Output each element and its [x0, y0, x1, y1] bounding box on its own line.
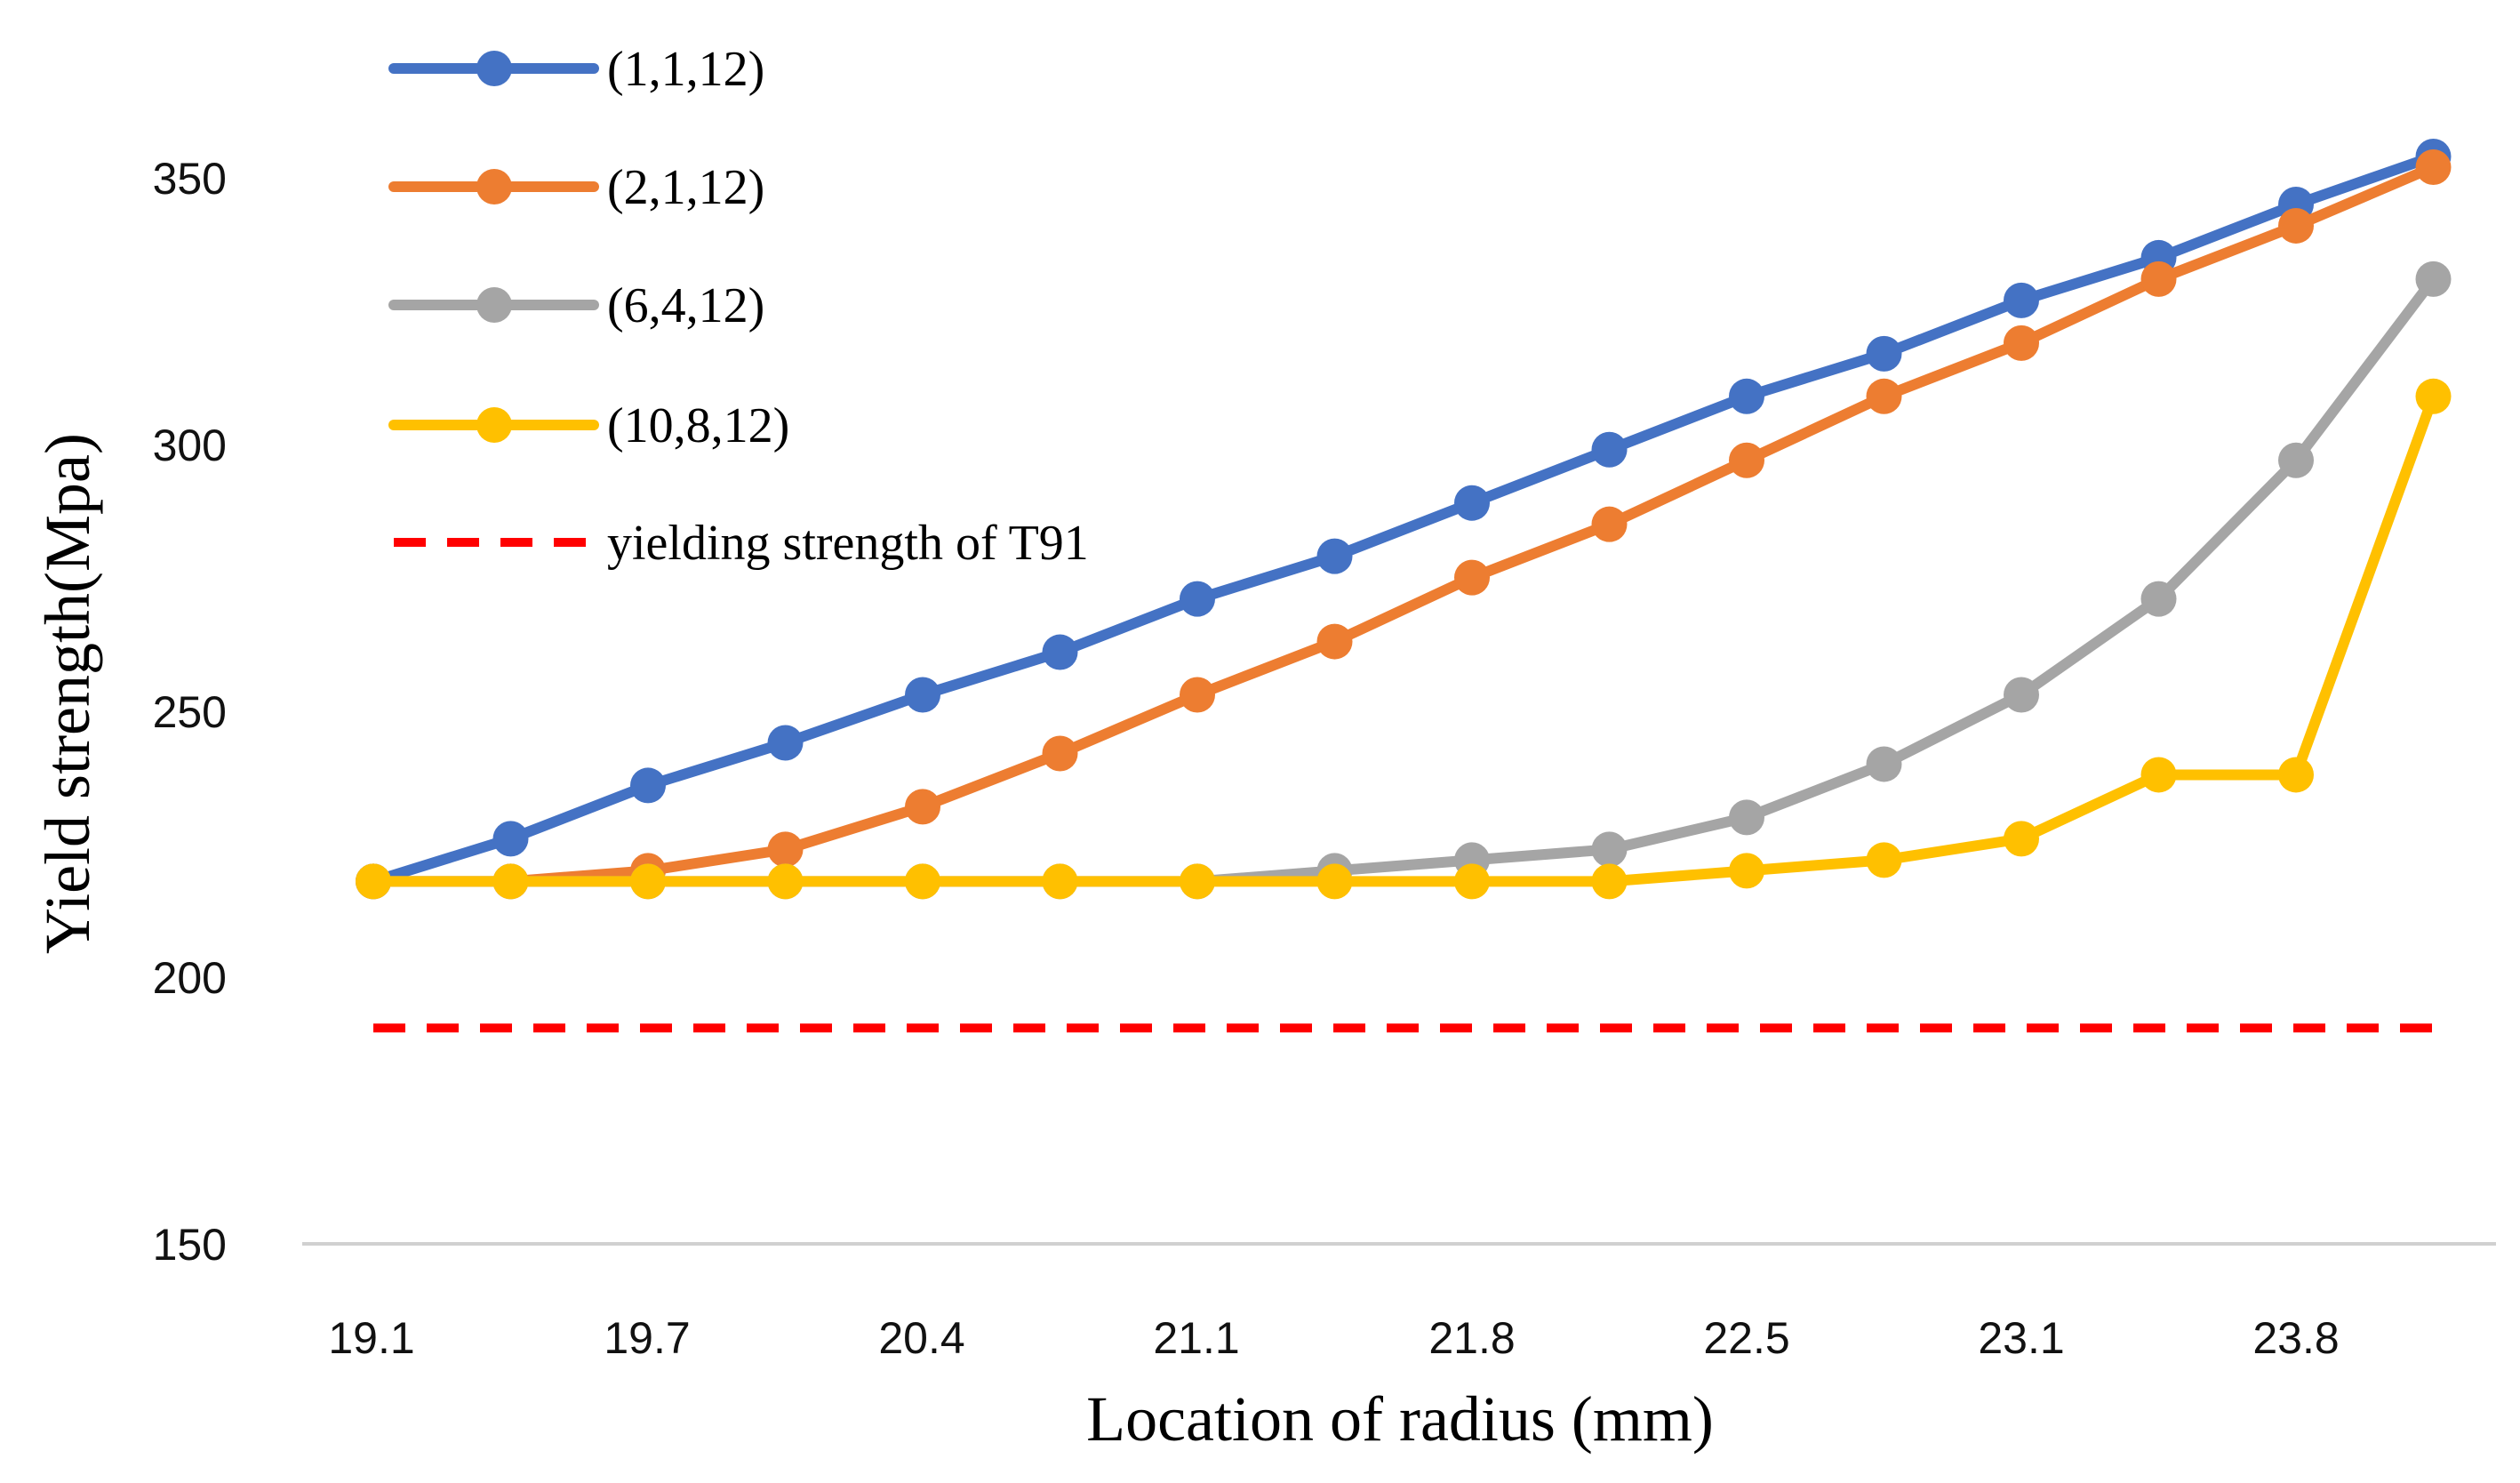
data-point: [1866, 746, 1902, 782]
data-point: [905, 789, 940, 825]
data-point: [2004, 282, 2039, 318]
data-point: [630, 863, 666, 900]
data-point: [1042, 735, 1078, 772]
series-line: [368, 151, 2439, 887]
data-point: [1180, 677, 1215, 713]
data-point: [2278, 442, 2314, 478]
x-tick-label: 19.7: [604, 1313, 690, 1363]
data-point: [2004, 821, 2039, 857]
x-tick-label: 23.8: [2252, 1313, 2339, 1363]
series-line: [368, 162, 2439, 887]
data-point: [2140, 261, 2177, 297]
data-point: [1591, 831, 1628, 868]
data-point: [1180, 581, 1215, 617]
y-axis-tick-labels: 150 200 250 300 350: [153, 154, 227, 1270]
data-point: [1729, 799, 1764, 836]
data-point: [1591, 506, 1628, 542]
data-point: [1729, 378, 1764, 414]
data-point: [767, 725, 804, 761]
x-tick-label: 21.1: [1153, 1313, 1239, 1363]
data-point: [2415, 149, 2452, 186]
series-2: [356, 261, 2452, 900]
legend-item: (10,8,12): [388, 398, 789, 453]
y-tick-label: 350: [153, 154, 227, 204]
x-tick-label: 19.1: [328, 1313, 414, 1363]
x-axis-tick-labels: 19.1 19.7 20.4 21.1 21.8 22.5 23.1 23.8: [328, 1313, 2339, 1363]
series-3: [356, 378, 2452, 900]
legend-item: (1,1,12): [388, 42, 764, 97]
data-point: [2140, 581, 2177, 617]
data-point: [1042, 634, 1078, 670]
data-point: [356, 863, 391, 900]
y-axis-title: Yield strength(Mpa): [32, 433, 103, 954]
legend-swatch-marker: [476, 287, 512, 323]
data-point: [1454, 559, 1490, 596]
y-tick-label: 150: [153, 1220, 227, 1270]
legend-item: (6,4,12): [388, 278, 764, 333]
x-tick-label: 20.4: [878, 1313, 964, 1363]
data-point: [630, 767, 666, 804]
plot-area: [356, 139, 2452, 1033]
data-point: [1454, 863, 1490, 900]
legend-label: (6,4,12): [607, 278, 764, 333]
legend-item: (2,1,12): [388, 160, 764, 215]
data-point: [1316, 863, 1353, 900]
data-point: [1180, 863, 1215, 900]
y-tick-label: 300: [153, 421, 227, 470]
legend-swatch-marker: [476, 407, 512, 443]
x-tick-label: 22.5: [1703, 1313, 1789, 1363]
data-point: [2415, 378, 2452, 414]
data-point: [767, 863, 804, 900]
data-point: [2278, 207, 2314, 244]
y-tick-label: 250: [153, 687, 227, 737]
data-point: [2278, 757, 2314, 793]
legend-label: (10,8,12): [607, 398, 789, 453]
data-point: [1866, 335, 1902, 372]
data-point: [1866, 378, 1902, 414]
data-point: [2140, 757, 2177, 793]
legend-label: (2,1,12): [607, 160, 764, 215]
data-point: [1042, 863, 1078, 900]
data-point: [1866, 842, 1902, 878]
data-point: [1591, 863, 1628, 900]
legend-swatch-marker: [476, 169, 512, 204]
data-point: [2415, 261, 2452, 297]
data-point: [1729, 853, 1764, 889]
series-0: [356, 139, 2452, 900]
data-point: [905, 863, 940, 900]
data-point: [492, 863, 529, 900]
data-point: [1316, 538, 1353, 574]
data-point: [1454, 485, 1490, 521]
legend-label: (1,1,12): [607, 42, 764, 97]
data-point: [767, 831, 804, 868]
data-point: [1729, 442, 1764, 478]
x-tick-label: 23.1: [1978, 1313, 2064, 1363]
data-point: [1591, 431, 1628, 468]
legend-label: yielding strength of T91: [607, 516, 1089, 571]
legend-swatch-marker: [476, 51, 512, 86]
legend: (1,1,12) (2,1,12) (6,4,12) (10,8,12) yie…: [388, 42, 1089, 571]
legend-item: yielding strength of T91: [394, 516, 1089, 571]
data-point: [492, 821, 529, 857]
series-line: [368, 390, 2439, 887]
data-point: [1316, 623, 1353, 660]
y-tick-label: 200: [153, 953, 227, 1003]
x-axis-title: Location of radius (mm): [1086, 1383, 1714, 1455]
data-point: [2004, 325, 2039, 361]
data-point: [2004, 677, 2039, 713]
data-point: [905, 677, 940, 713]
x-tick-label: 21.8: [1428, 1313, 1515, 1363]
